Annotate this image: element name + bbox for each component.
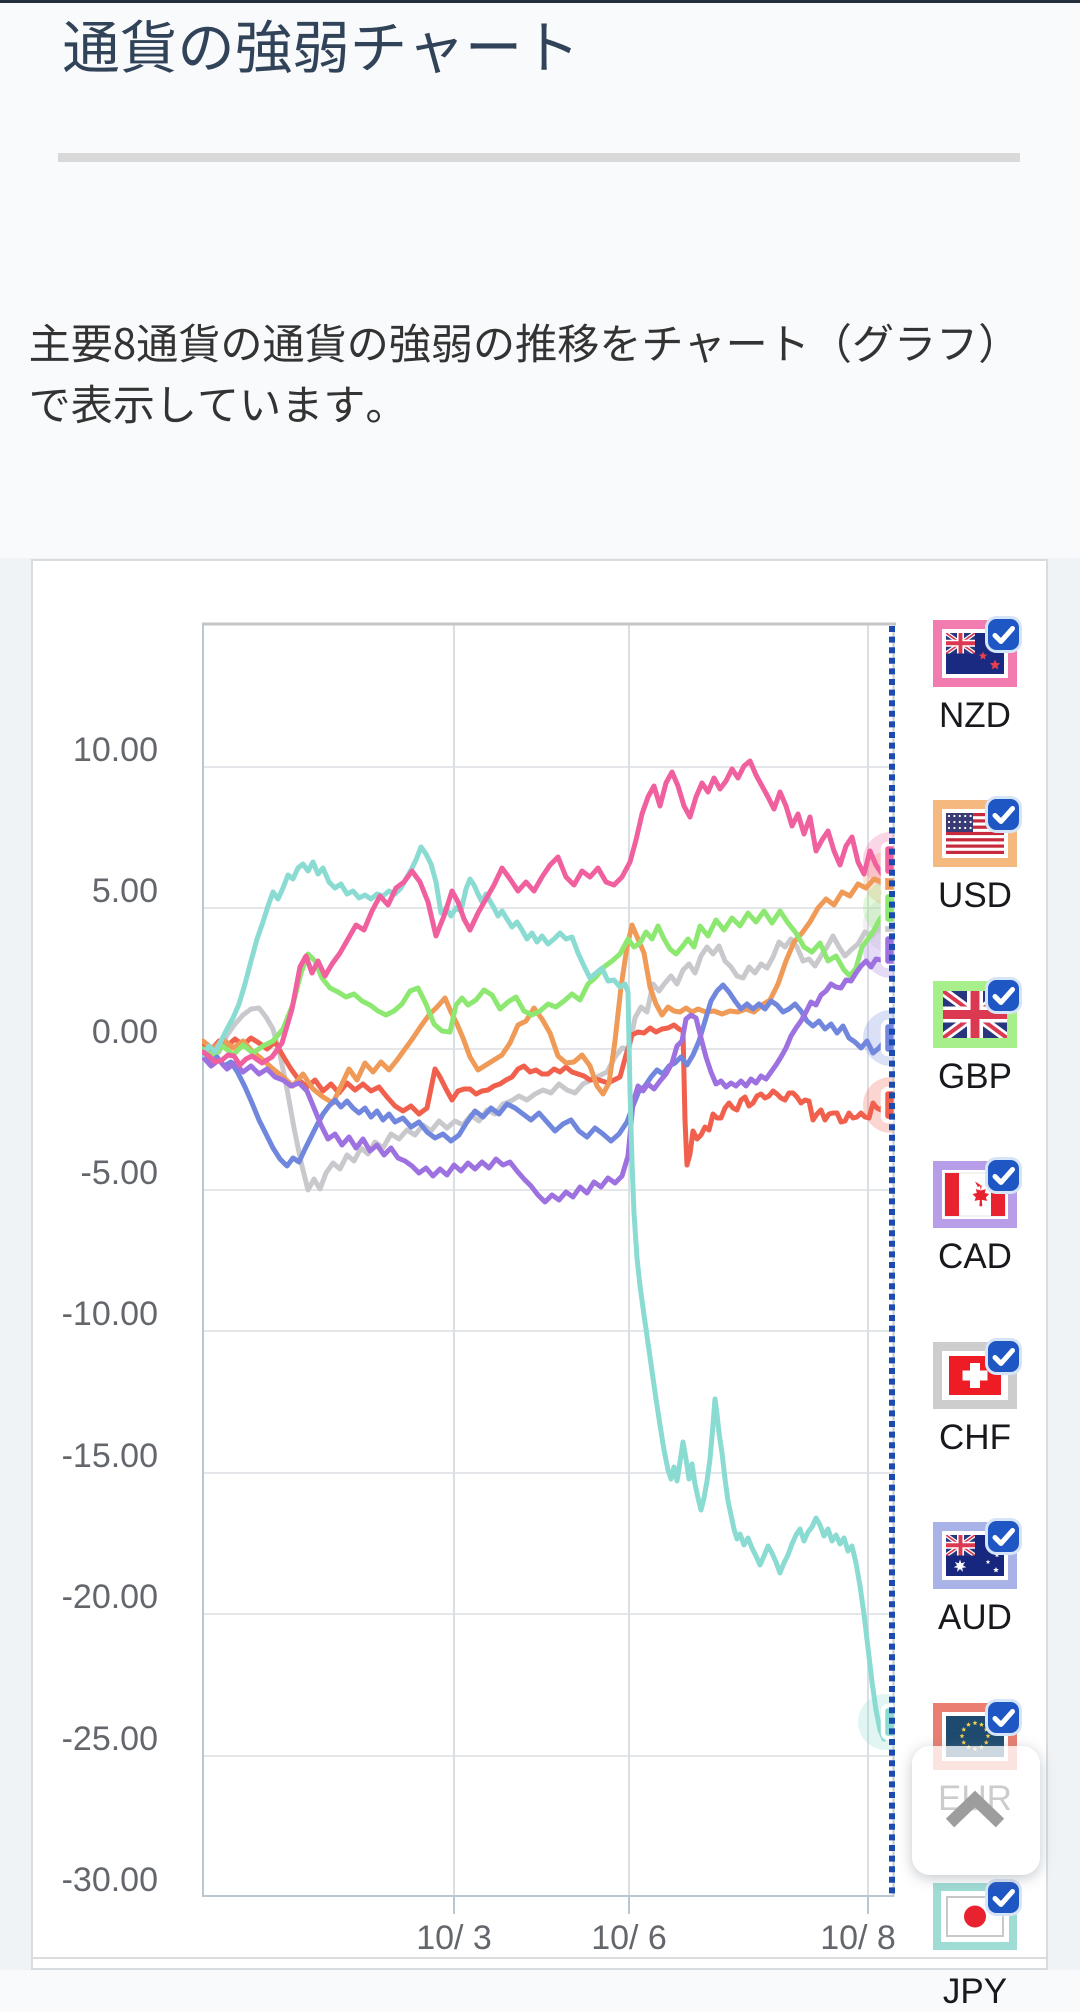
svg-text:-30.00: -30.00 — [62, 1861, 158, 1899]
svg-text:-20.00: -20.00 — [62, 1578, 158, 1616]
svg-text:-25.00: -25.00 — [62, 1720, 158, 1758]
svg-text:-10.00: -10.00 — [62, 1295, 158, 1333]
svg-text:-5.00: -5.00 — [81, 1154, 159, 1192]
svg-text:10/ 6: 10/ 6 — [591, 1919, 667, 1957]
svg-text:10/ 3: 10/ 3 — [416, 1919, 492, 1957]
svg-text:10/ 8: 10/ 8 — [820, 1919, 896, 1957]
svg-text:10.00: 10.00 — [73, 731, 158, 769]
svg-text:5.00: 5.00 — [92, 872, 158, 910]
svg-text:-15.00: -15.00 — [62, 1437, 158, 1475]
svg-text:0.00: 0.00 — [92, 1013, 158, 1051]
